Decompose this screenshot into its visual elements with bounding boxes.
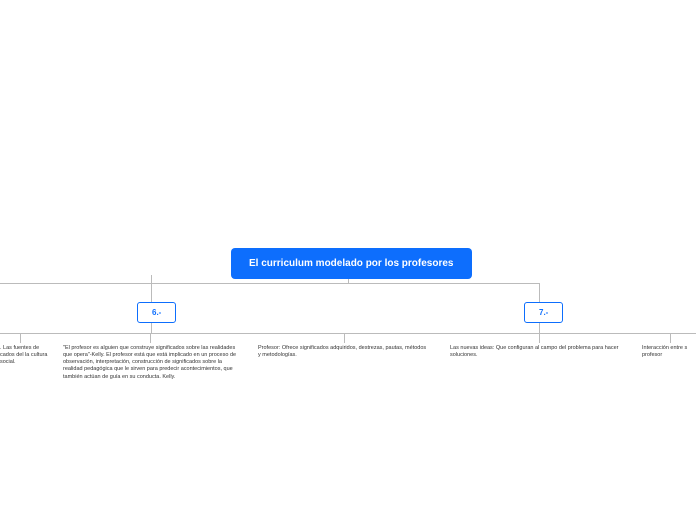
connector-line (539, 283, 540, 302)
connector-line (670, 333, 671, 343)
connector-line (539, 333, 540, 343)
connector-line (0, 333, 344, 334)
connector-line (20, 333, 21, 343)
connector-line (151, 283, 152, 302)
leaf-text-leaf2: "El profesor es alguien que construye si… (63, 345, 241, 381)
connector-line (151, 283, 539, 284)
connector-line (344, 333, 696, 334)
child-node-label: 6.- (152, 308, 161, 317)
child-node-label: 7.- (539, 308, 548, 317)
root-node-label: El curriculum modelado por los profesore… (249, 258, 454, 269)
leaf-text-leaf1: . Las fuentes de cados del la cultura so… (0, 345, 50, 366)
root-node[interactable]: El curriculum modelado por los profesore… (231, 248, 472, 279)
connector-line (0, 283, 151, 284)
child-node-node6[interactable]: 6.- (137, 302, 176, 323)
leaf-text-leaf3: Profesor: Ofrece significados adquiridos… (258, 345, 428, 359)
connector-line (150, 333, 151, 343)
leaf-text-leaf4: Las nuevas ideas: Que configuran al camp… (450, 345, 628, 359)
connector-line (344, 333, 345, 343)
leaf-text-leaf5: Interacción entre s profesor (642, 345, 696, 359)
child-node-node7[interactable]: 7.- (524, 302, 563, 323)
